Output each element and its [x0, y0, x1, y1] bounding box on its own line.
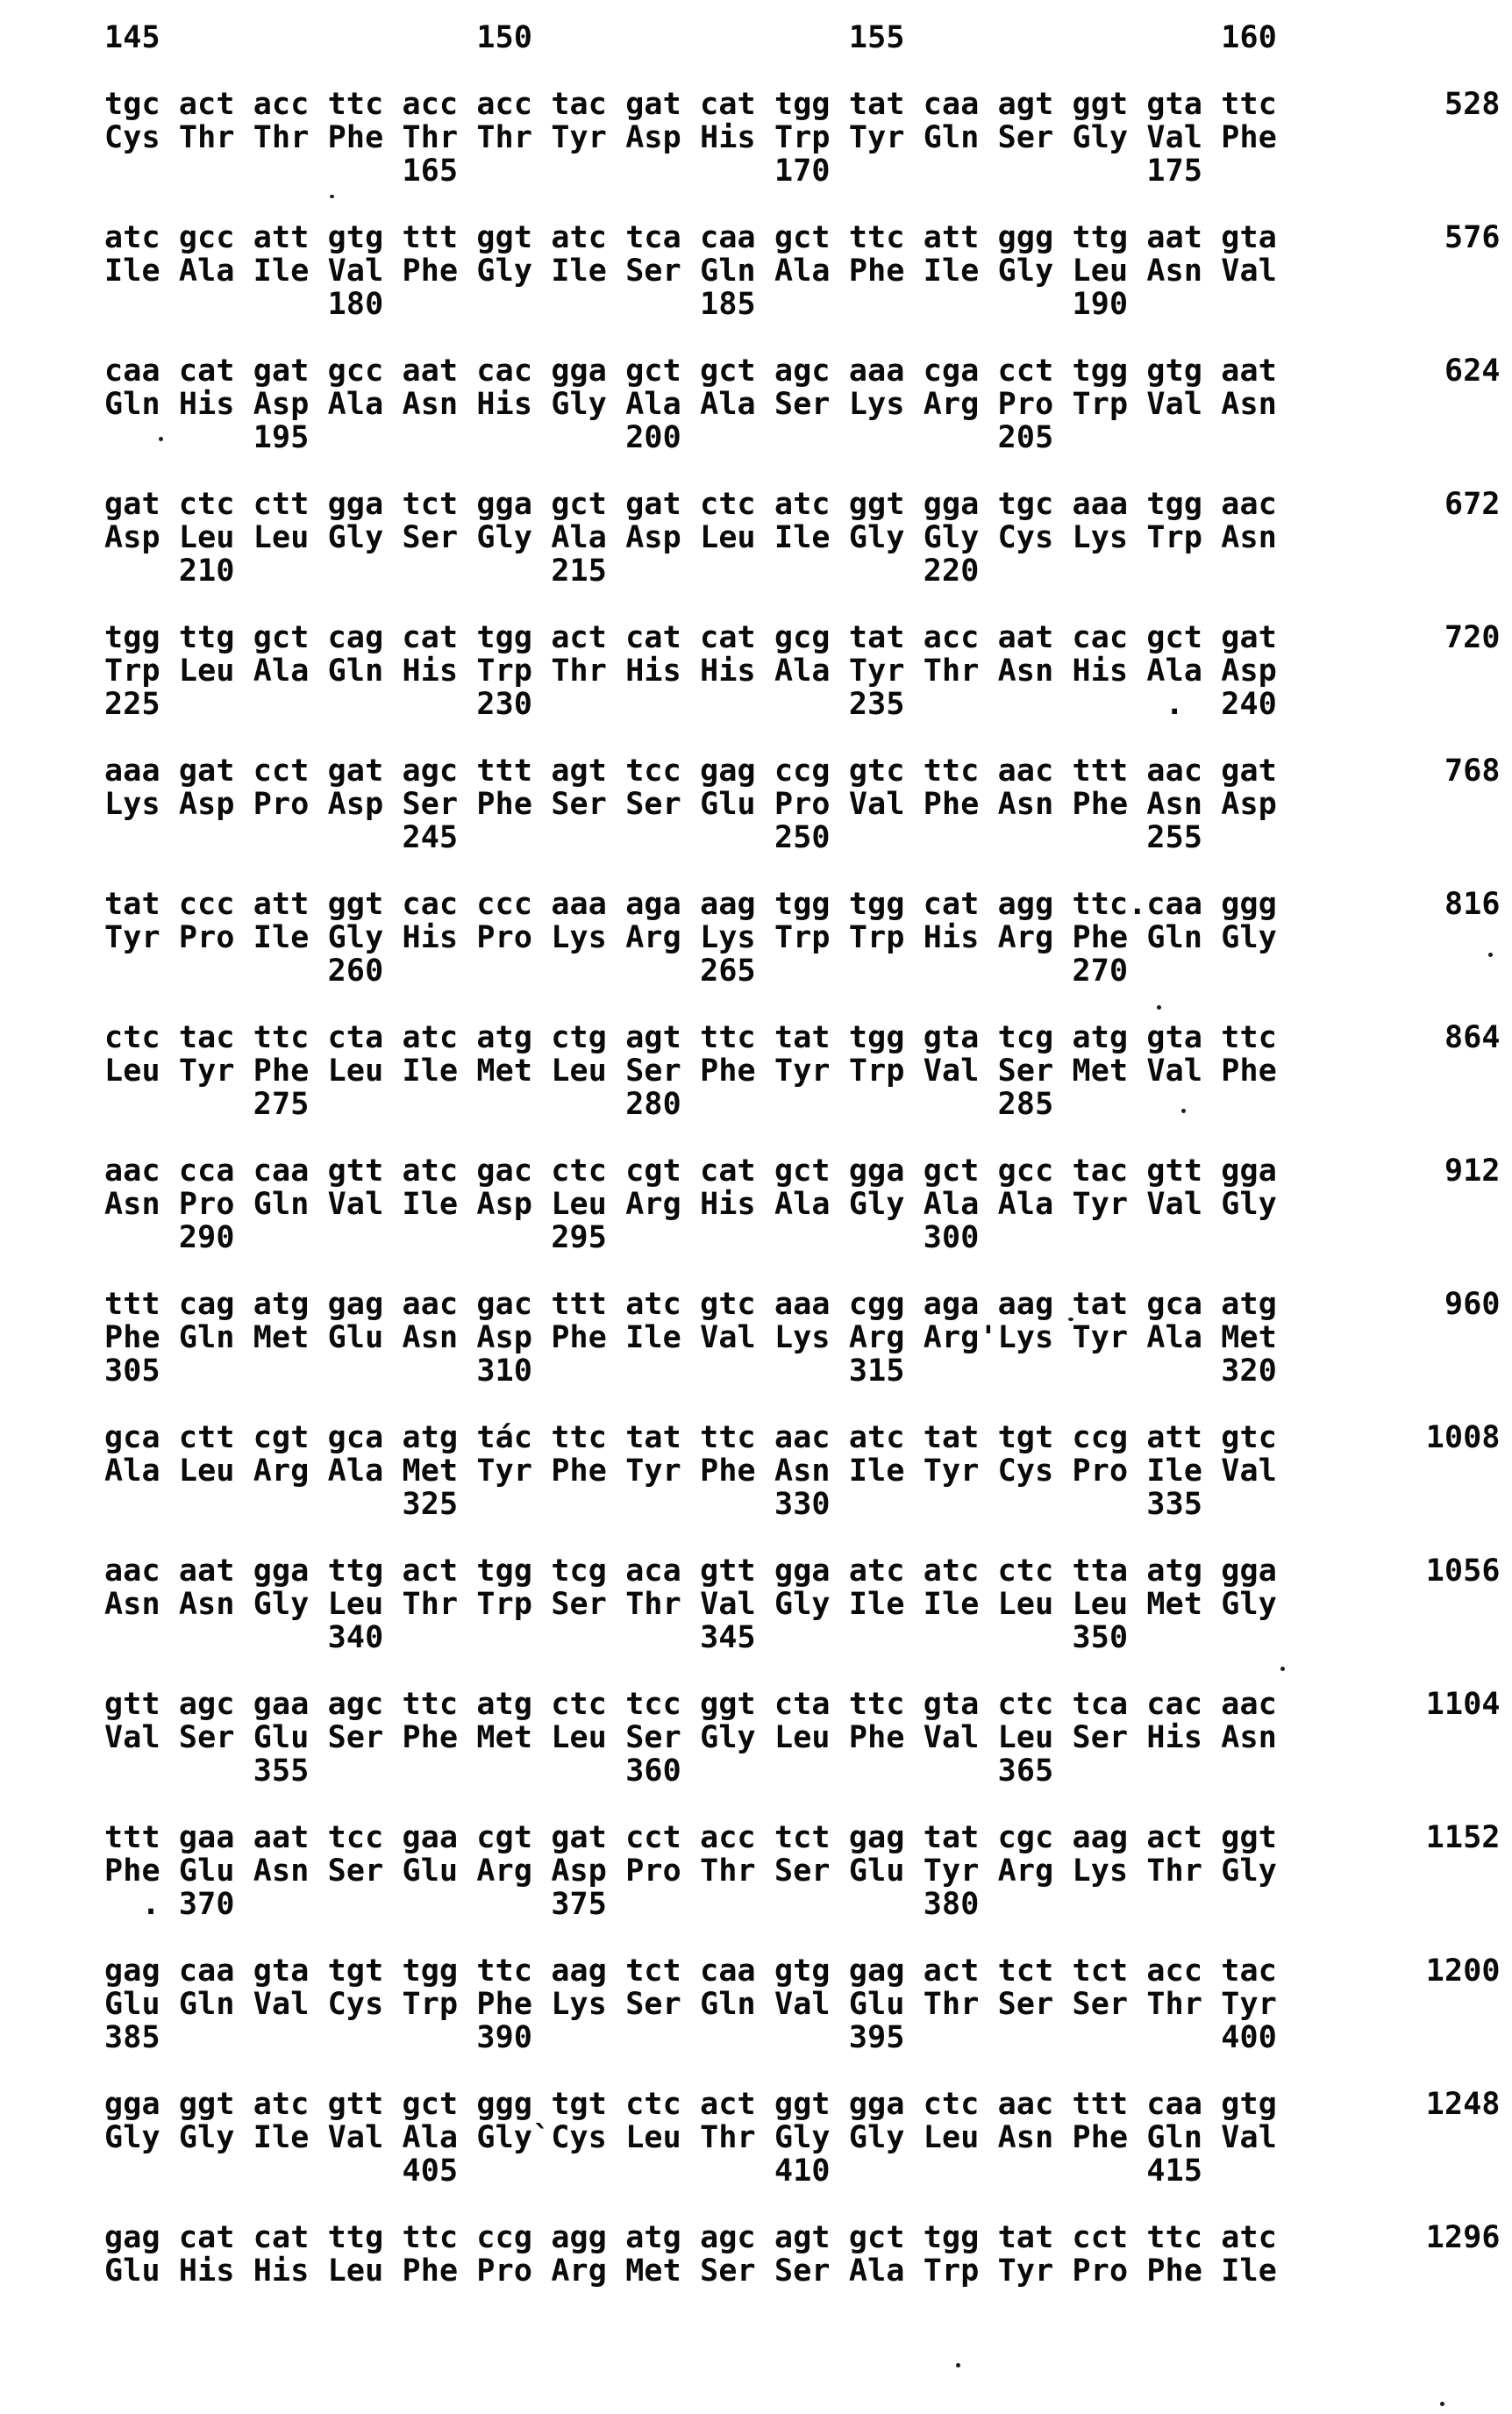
- codon-line: aac cca caa gtt atc gac ctc cgt cat gct …: [104, 1153, 1501, 1189]
- spacer-line: [104, 321, 1512, 354]
- ink-speck: [1488, 953, 1493, 957]
- position-line: 225 230 235 . 240: [104, 687, 1277, 722]
- amino-acid-line: Gly Gly Ile Val Ala Gly`Cys Leu Thr Gly …: [104, 2120, 1277, 2155]
- codon-line: ctc tac ttc cta atc atg ctg agt ttc tat …: [104, 1020, 1501, 1055]
- position-line: 275 280 285: [104, 1087, 1054, 1122]
- spacer-line: [104, 588, 1512, 621]
- spacer-line: [104, 1254, 1512, 1288]
- ink-speck: [1280, 1667, 1285, 1671]
- amino-acid-line: Phe Gln Met Glu Asn Asp Phe Ile Val Lys …: [104, 1320, 1277, 1355]
- amino-acid-line: Leu Tyr Phe Leu Ile Met Leu Ser Phe Tyr …: [104, 1053, 1277, 1089]
- spacer-line: [104, 1788, 1512, 1821]
- amino-acid-line: Trp Leu Ala Gln His Trp Thr His His Ala …: [104, 653, 1277, 689]
- ink-speck: [956, 2363, 960, 2368]
- position-line: 325 330 335: [104, 1487, 1203, 1522]
- codon-line: tgg ttg gct cag cat tgg act cat cat gcg …: [104, 620, 1501, 655]
- position-line: 290 295 300: [104, 1220, 980, 1255]
- amino-acid-line: Asn Pro Gln Val Ile Asp Leu Arg His Ala …: [104, 1187, 1277, 1222]
- position-line: . 370 375 380: [104, 1887, 980, 1922]
- position-line: 405 410 415: [104, 2153, 1203, 2189]
- ink-speck: [159, 437, 163, 441]
- position-line: 260 265 270: [104, 953, 1129, 989]
- amino-acid-line: Phe Glu Asn Ser Glu Arg Asp Pro Thr Ser …: [104, 1853, 1277, 1889]
- codon-line: gga ggt atc gtt gct ggg tgt ctc act ggt …: [104, 2087, 1501, 2122]
- amino-acid-line: Gln His Asp Ala Asn His Gly Ala Ala Ser …: [104, 387, 1277, 422]
- position-ruler-line: 145 150 155 160: [104, 20, 1277, 55]
- ink-speck: [330, 195, 334, 198]
- codon-line: tat ccc att ggt cac ccc aaa aga aag tgg …: [104, 887, 1501, 922]
- spacer-line: [104, 54, 1512, 88]
- amino-acid-line: Asn Asn Gly Leu Thr Trp Ser Thr Val Gly …: [104, 1587, 1277, 1622]
- ink-speck: [1157, 1005, 1161, 1010]
- amino-acid-line: Tyr Pro Ile Gly His Pro Lys Arg Lys Trp …: [104, 920, 1277, 955]
- position-line: 180 185 190: [104, 287, 1129, 322]
- ink-speck: [1440, 2402, 1444, 2406]
- spacer-line: [104, 854, 1512, 888]
- position-line: 340 345 350: [104, 1620, 1129, 1655]
- position-line: 245 250 255: [104, 820, 1203, 855]
- spacer-line: [104, 2054, 1512, 2088]
- amino-acid-line: Ile Ala Ile Val Phe Gly Ile Ser Gln Ala …: [104, 254, 1277, 289]
- amino-acid-line: Lys Asp Pro Asp Ser Phe Ser Ser Glu Pro …: [104, 787, 1277, 822]
- amino-acid-line: Ala Leu Arg Ala Met Tyr Phe Tyr Phe Asn …: [104, 1453, 1277, 1489]
- amino-acid-line: Val Ser Glu Ser Phe Met Leu Ser Gly Leu …: [104, 1720, 1277, 1755]
- spacer-line: [104, 1521, 1512, 1554]
- ink-speck: [1068, 1318, 1073, 1321]
- position-line: 210 215 220: [104, 554, 980, 589]
- codon-line: gag cat cat ttg ttc ccg agg atg agc agt …: [104, 2220, 1501, 2255]
- spacer-line: [104, 454, 1512, 488]
- ink-speck: [1181, 1109, 1186, 1113]
- amino-acid-line: Glu Gln Val Cys Trp Phe Lys Ser Gln Val …: [104, 1987, 1277, 2022]
- spacer-line: [104, 1121, 1512, 1154]
- amino-acid-line: Asp Leu Leu Gly Ser Gly Ala Asp Leu Ile …: [104, 520, 1277, 555]
- codon-line: aaa gat cct gat agc ttt agt tcc gag ccg …: [104, 753, 1501, 789]
- codon-line: aac aat gga ttg act tgg tcg aca gtt gga …: [104, 1553, 1501, 1589]
- codon-line: caa cat gat gcc aat cac gga gct gct agc …: [104, 354, 1501, 389]
- spacer-line: [104, 188, 1512, 221]
- spacer-line: [104, 1921, 1512, 1954]
- codon-line: gca ctt cgt gca atg tác ttc tat ttc aac …: [104, 1420, 1501, 1455]
- position-line: 355 360 365: [104, 1753, 1054, 1789]
- position-line: 385 390 395 400: [104, 2020, 1277, 2055]
- position-line: 305 310 315 320: [104, 1353, 1277, 1389]
- spacer-line: [104, 721, 1512, 754]
- codon-line: gag caa gta tgt tgg ttc aag tct caa gtg …: [104, 1953, 1501, 1989]
- codon-line: gat ctc ctt gga tct gga gct gat ctc atc …: [104, 487, 1501, 522]
- amino-acid-line: Glu His His Leu Phe Pro Arg Met Ser Ser …: [104, 2253, 1277, 2289]
- sequence-listing-text: 145 150 155 160 tgc act acc ttc acc acc …: [104, 20, 1512, 2289]
- codon-line: gtt agc gaa agc ttc atg ctc tcc ggt cta …: [104, 1687, 1501, 1722]
- spacer-line: [104, 1388, 1512, 1421]
- spacer-line: [104, 2188, 1512, 2221]
- spacer-line: [104, 988, 1512, 1021]
- spacer-line: [104, 1654, 1512, 1688]
- position-line: 195 200 205: [104, 420, 1054, 455]
- amino-acid-line: Cys Thr Thr Phe Thr Thr Tyr Asp His Trp …: [104, 120, 1277, 155]
- codon-line: ttt cag atg gag aac gac ttt atc gtc aaa …: [104, 1287, 1501, 1322]
- codon-line: atc gcc att gtg ttt ggt atc tca caa gct …: [104, 220, 1501, 255]
- codon-line: tgc act acc ttc acc acc tac gat cat tgg …: [104, 87, 1501, 122]
- codon-line: ttt gaa aat tcc gaa cgt gat cct acc tct …: [104, 1820, 1501, 1855]
- position-line: 165 170 175: [104, 154, 1203, 189]
